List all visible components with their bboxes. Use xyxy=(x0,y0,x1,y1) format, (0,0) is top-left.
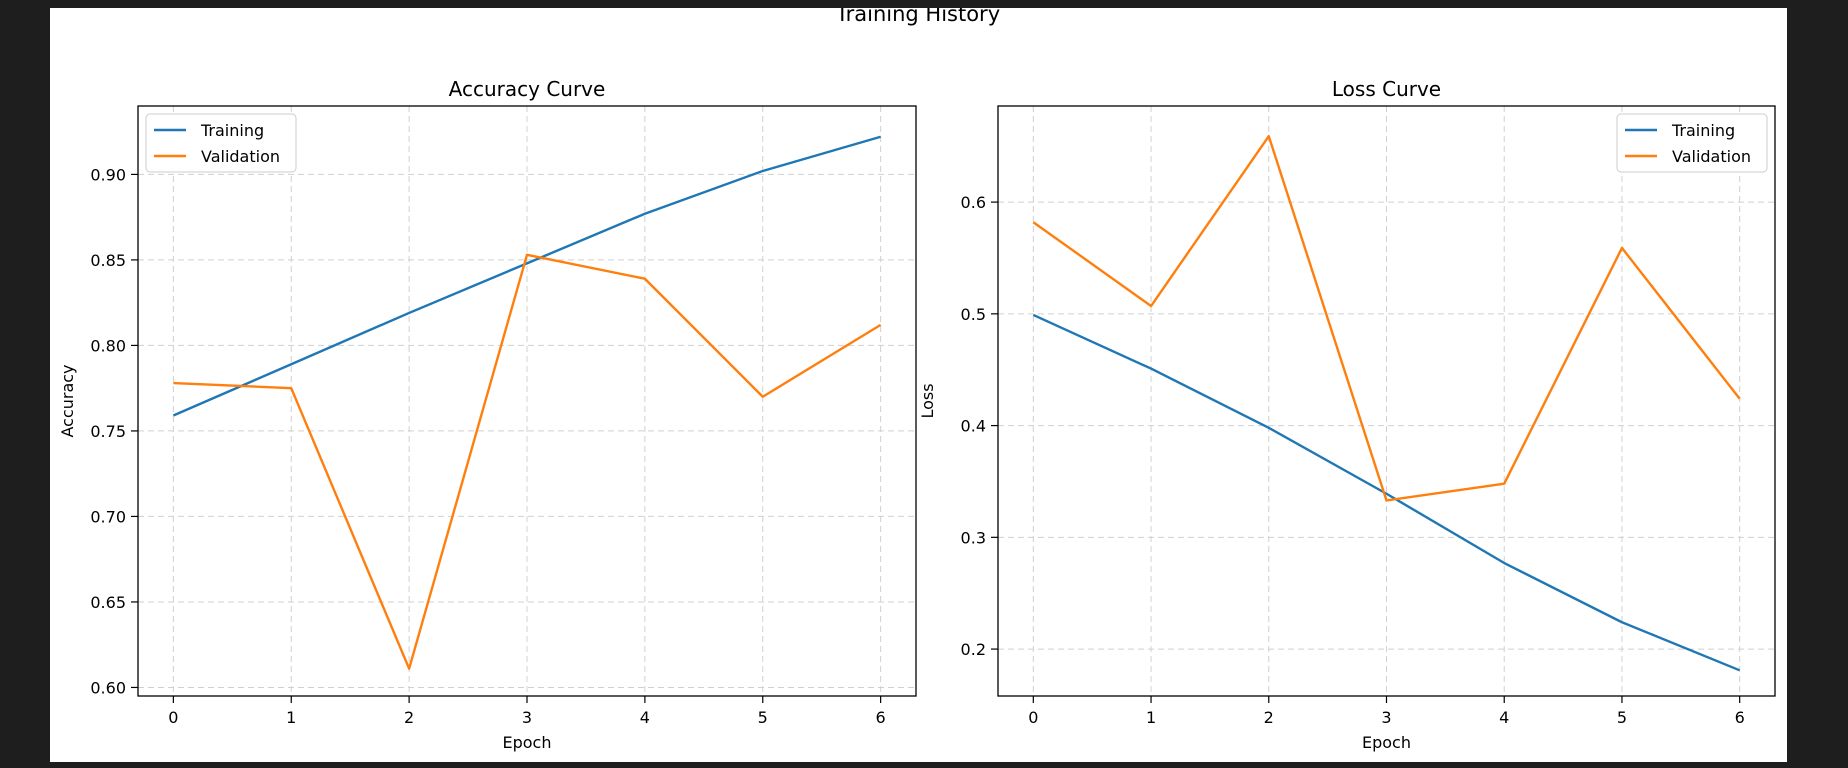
y-tick-label: 0.3 xyxy=(961,528,986,547)
x-tick-label: 6 xyxy=(1735,708,1745,727)
x-tick-label: 3 xyxy=(1381,708,1391,727)
chart-title: Loss Curve xyxy=(1332,77,1441,101)
y-tick-label: 0.80 xyxy=(90,336,126,355)
x-tick-label: 1 xyxy=(286,708,296,727)
y-tick-label: 0.70 xyxy=(90,507,126,526)
x-tick-label: 5 xyxy=(758,708,768,727)
y-tick-label: 0.75 xyxy=(90,422,126,441)
legend-box xyxy=(1616,113,1768,173)
x-tick-label: 4 xyxy=(1499,708,1509,727)
x-tick-label: 2 xyxy=(404,708,414,727)
y-tick-label: 0.2 xyxy=(961,640,986,659)
x-tick-label: 1 xyxy=(1146,708,1156,727)
chart-1: 0 1 2 3 4 5 6 0.2 0.3 0.4 0.5 0.6 Loss Curve Epoch Los… xyxy=(918,77,1776,752)
legend: Training Validation xyxy=(1616,113,1768,173)
y-axis-label: Loss xyxy=(918,383,937,418)
y-tick-label: 0.4 xyxy=(961,417,986,436)
legend-label: Training xyxy=(1671,121,1735,140)
y-axis-label: Accuracy xyxy=(58,364,77,437)
figure-canvas: Training History 0 1 2 3 4 5 60.600.650.700.75… xyxy=(58,8,1776,752)
x-tick-label: 2 xyxy=(1264,708,1274,727)
x-tick-label: 3 xyxy=(522,708,532,727)
x-axis-label: Epoch xyxy=(503,733,552,752)
x-tick-label: 6 xyxy=(876,708,886,727)
y-tick-label: 0.6 xyxy=(961,193,986,212)
chart-title: Accuracy Curve xyxy=(449,77,606,101)
legend: Training Validation xyxy=(145,113,297,173)
legend-label: Validation xyxy=(201,147,280,166)
x-tick-label: 0 xyxy=(168,708,178,727)
x-tick-label: 5 xyxy=(1617,708,1627,727)
figure-title: Training History xyxy=(835,8,1000,26)
figure: Training History 0 1 2 3 4 5 6 0.60 0.65 0.70 0.75… xyxy=(50,8,1787,762)
y-tick-label: 0.65 xyxy=(90,593,126,612)
y-tick-label: 0.85 xyxy=(90,251,126,270)
y-tick-label: 0.5 xyxy=(961,305,986,324)
legend-label: Training xyxy=(200,121,264,140)
legend-label: Validation xyxy=(1672,147,1751,166)
chart-0: 0 1 2 3 4 5 6 0.60 0.65 0.70 0.75 0.80 0.85 0.90 Accur… xyxy=(58,77,917,752)
x-tick-label: 4 xyxy=(640,708,650,727)
x-tick-label: 0 xyxy=(1028,708,1038,727)
x-axis-label: Epoch xyxy=(1362,733,1411,752)
y-tick-label: 0.60 xyxy=(90,678,126,697)
y-tick-label: 0.90 xyxy=(90,165,126,184)
legend-box xyxy=(145,113,297,173)
